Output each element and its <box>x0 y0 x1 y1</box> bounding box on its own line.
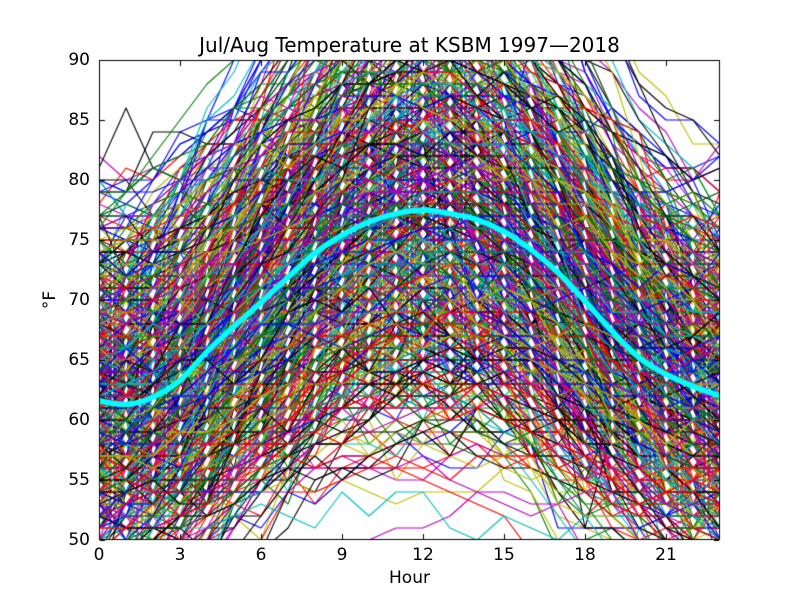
x-tick-label: 18 <box>574 545 596 565</box>
y-tick-label: 50 <box>68 530 90 550</box>
y-tick-label: 85 <box>68 110 90 130</box>
x-tick-label: 9 <box>336 545 348 565</box>
x-tick-label: 6 <box>255 545 267 565</box>
y-tick-label: 55 <box>68 470 90 490</box>
y-tick-label: 70 <box>68 290 90 310</box>
x-axis-label: Hour <box>389 568 430 588</box>
chart-title: Jul/Aug Temperature at KSBM 1997—2018 <box>199 33 620 57</box>
y-tick-label: 60 <box>68 410 90 430</box>
y-tick-label: 65 <box>68 350 90 370</box>
y-tick-label: 80 <box>68 170 90 190</box>
y-tick-label: 90 <box>68 50 90 70</box>
x-tick-label: 15 <box>493 545 515 565</box>
y-tick-label: 75 <box>68 230 90 250</box>
x-tick-label: 12 <box>412 545 434 565</box>
x-tick-label: 3 <box>174 545 186 565</box>
x-tick-label: 21 <box>655 545 677 565</box>
x-tick-label: 0 <box>93 545 105 565</box>
